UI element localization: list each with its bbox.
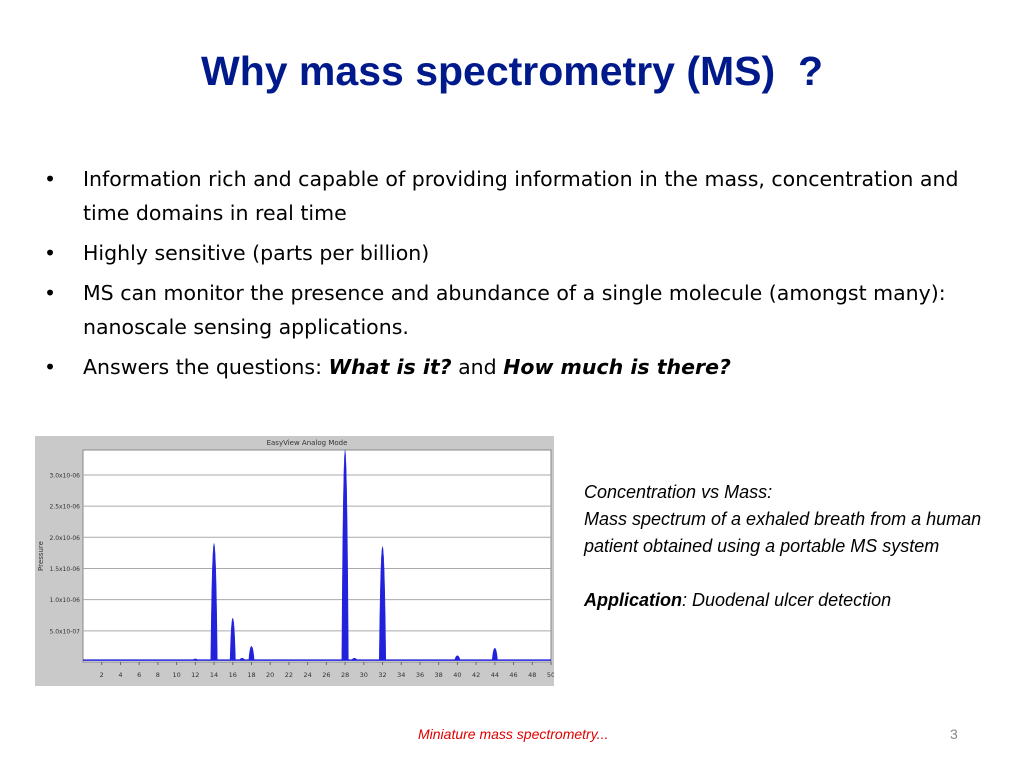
bullet-item: • Answers the questions: What is it? and… bbox=[44, 350, 974, 384]
x-tick-label: 10 bbox=[172, 671, 180, 679]
chart-title: EasyView Analog Mode bbox=[267, 439, 348, 447]
x-tick-label: 4 bbox=[118, 671, 122, 679]
y-tick-label: 2.0x10-06 bbox=[49, 535, 80, 542]
spectrum-peak bbox=[341, 449, 349, 661]
x-tick-label: 50 bbox=[547, 671, 554, 679]
bullet-dot: • bbox=[44, 281, 57, 305]
x-tick-label: 46 bbox=[509, 671, 517, 679]
y-tick-label: 2.5x10-06 bbox=[49, 504, 80, 511]
page-number: 3 bbox=[950, 726, 958, 742]
footer-text: Miniature mass spectrometry... bbox=[418, 726, 609, 742]
question-what: What is it? bbox=[328, 355, 452, 379]
chart-svg: EasyView Analog Mode Pressure 5.0x10-07 1.0… bbox=[37, 439, 555, 679]
spectrum-peak bbox=[192, 658, 199, 661]
x-tick-label: 30 bbox=[360, 671, 368, 679]
bullet-text: Information rich and capable of providin… bbox=[83, 167, 959, 225]
spectrum-peak bbox=[239, 657, 246, 661]
x-tick-label: 6 bbox=[137, 671, 141, 679]
y-tick-label: 3.0x10-06 bbox=[49, 472, 80, 479]
y-tick-label: 5.0x10-07 bbox=[49, 628, 80, 635]
x-tick-label: 42 bbox=[472, 671, 480, 679]
bullet-item: • Highly sensitive (parts per billion) bbox=[44, 236, 974, 270]
spectrum-peak bbox=[491, 647, 498, 661]
bullet-item: • Information rich and capable of provid… bbox=[44, 162, 974, 230]
x-tick-label: 16 bbox=[229, 671, 237, 679]
x-tick-label: 40 bbox=[453, 671, 461, 679]
spectrum-peak bbox=[210, 543, 218, 661]
x-tick-label: 20 bbox=[266, 671, 274, 679]
x-tick-label: 2 bbox=[100, 671, 104, 679]
bullet-dot: • bbox=[44, 355, 57, 379]
x-tick-label: 36 bbox=[416, 671, 424, 679]
y-tick-label: 1.5x10-06 bbox=[49, 566, 80, 573]
x-tick-label: 44 bbox=[491, 671, 499, 679]
spectrum-peak bbox=[379, 546, 387, 661]
spectrum-peak bbox=[454, 655, 461, 661]
plot-area bbox=[82, 449, 552, 663]
x-tick-label: 28 bbox=[341, 671, 349, 679]
x-tick-label: 24 bbox=[303, 671, 311, 679]
x-tick-label: 32 bbox=[378, 671, 386, 679]
x-tick-label: 12 bbox=[191, 671, 199, 679]
bullet-text: MS can monitor the presence and abundanc… bbox=[83, 281, 946, 339]
bullet-mid: and bbox=[451, 355, 504, 379]
x-tick-label: 38 bbox=[435, 671, 443, 679]
bullet-prefix: Answers the questions: bbox=[83, 355, 329, 379]
x-tick-label: 14 bbox=[210, 671, 218, 679]
spectrum-peak bbox=[229, 618, 236, 661]
bullet-dot: • bbox=[44, 241, 57, 265]
bullet-text: Highly sensitive (parts per billion) bbox=[83, 241, 430, 265]
caption-description: Mass spectrum of a exhaled breath from a… bbox=[584, 509, 982, 556]
figure-caption: Concentration vs Mass: Mass spectrum of … bbox=[584, 479, 1004, 614]
x-tick-label: 48 bbox=[528, 671, 536, 679]
spectrum-peak bbox=[248, 646, 255, 661]
application-text: : Duodenal ulcer detection bbox=[682, 590, 892, 610]
x-tick-label: 8 bbox=[156, 671, 160, 679]
x-tick-label: 34 bbox=[397, 671, 405, 679]
spectrum-peak bbox=[351, 657, 358, 661]
bullet-list: • Information rich and capable of provid… bbox=[44, 162, 974, 390]
bullet-dot: • bbox=[44, 167, 57, 191]
x-tick-label: 26 bbox=[322, 671, 330, 679]
x-tick-label: 18 bbox=[247, 671, 255, 679]
bullet-item: • MS can monitor the presence and abunda… bbox=[44, 276, 974, 344]
x-tick-label: 22 bbox=[285, 671, 293, 679]
caption-application: Application: Duodenal ulcer detection bbox=[584, 587, 1004, 614]
y-tick-label: 1.0x10-06 bbox=[49, 597, 80, 604]
caption-heading: Concentration vs Mass: bbox=[584, 482, 773, 502]
question-how-much: How much is there? bbox=[503, 355, 731, 379]
slide-title: Why mass spectrometry (MS) ? bbox=[201, 48, 823, 94]
y-axis-label: Pressure bbox=[37, 541, 45, 571]
application-label: Application bbox=[584, 590, 682, 610]
mass-spectrum-chart: EasyView Analog Mode Pressure 5.0x10-07 1.0… bbox=[35, 436, 555, 686]
